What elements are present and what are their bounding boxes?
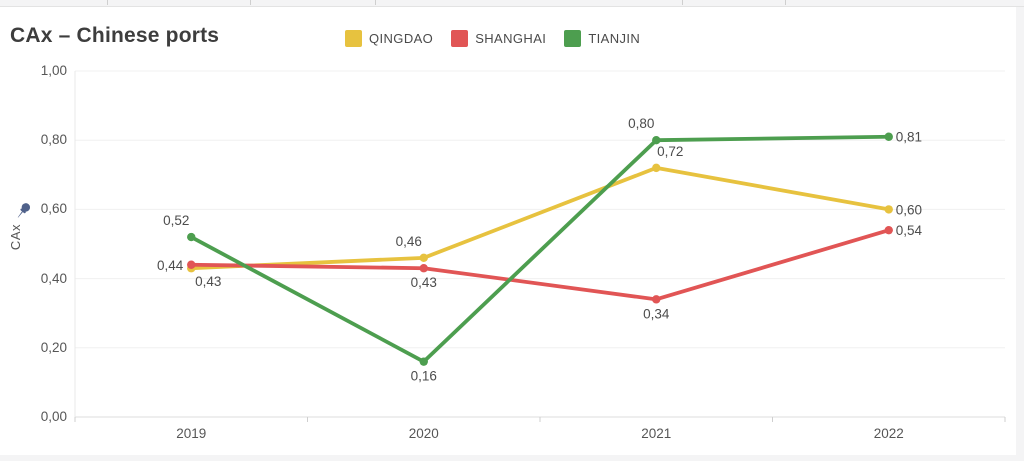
data-point-tianjin-2019[interactable] xyxy=(187,232,196,242)
x-tick-label: 2020 xyxy=(409,426,439,441)
y-tick-label: 0,80 xyxy=(40,132,67,148)
legend-swatch xyxy=(451,30,469,47)
data-point-tianjin-2022[interactable] xyxy=(884,132,893,141)
chart-area[interactable]: 2019 2020 2021 2022 0,43 0,46 0,72 0,60 0,44 0,43… xyxy=(41,63,1006,441)
data-point-tianjin-2021[interactable] xyxy=(652,136,661,145)
data-point-label: 0,52 xyxy=(163,213,189,228)
data-point-label: 0,43 xyxy=(195,274,221,289)
y-tick-label: 0,00 xyxy=(40,409,67,424)
y-axis-title: CAx xyxy=(8,224,23,251)
legend-label: QINGDAO xyxy=(369,31,434,46)
data-point-label: 0,46 xyxy=(396,234,422,249)
data-point-qingdao-2022[interactable] xyxy=(884,205,893,214)
legend-item-tianjin[interactable]: TIANJIN xyxy=(564,30,640,47)
legend-label: SHANGHAI xyxy=(475,31,547,46)
data-point-label: 0,54 xyxy=(896,223,923,238)
legend-item-qingdao[interactable]: QINGDAO xyxy=(345,30,433,47)
legend-swatch xyxy=(564,30,582,47)
data-point-shanghai-2022[interactable] xyxy=(884,225,893,235)
y-tick-label: 1,00 xyxy=(40,63,67,78)
data-point-label: 0,34 xyxy=(643,306,670,321)
data-point-shanghai-2020[interactable] xyxy=(419,264,428,273)
table-column-divider xyxy=(682,0,683,5)
data-point-label: 0,72 xyxy=(657,144,683,159)
y-tick-label: 0,20 xyxy=(40,339,67,355)
x-tick-label: 2022 xyxy=(874,426,904,441)
data-point-shanghai-2019[interactable] xyxy=(187,260,196,269)
series-line-qingdao[interactable] xyxy=(189,165,891,271)
legend: QINGDAO SHANGHAI TIANJIN xyxy=(345,30,640,47)
data-point-label: 0,81 xyxy=(896,130,922,145)
table-column-divider xyxy=(250,0,251,5)
series-line-shanghai[interactable] xyxy=(189,228,891,302)
legend-item-shanghai[interactable]: SHANGHAI xyxy=(451,30,546,47)
y-tick-label: 0,60 xyxy=(40,201,67,217)
chart-title: CAx – Chinese ports xyxy=(10,24,220,47)
data-point-label: 0,60 xyxy=(896,202,922,217)
cropped-table-strip xyxy=(0,0,1024,7)
data-point-label: 0,80 xyxy=(628,116,654,131)
data-point-qingdao-2020[interactable] xyxy=(419,253,428,263)
legend-swatch xyxy=(345,30,362,47)
table-column-divider xyxy=(785,0,786,5)
series-line-tianjin[interactable] xyxy=(189,134,891,364)
data-point-label: 0,43 xyxy=(411,275,437,290)
data-point-shanghai-2021[interactable] xyxy=(652,295,661,304)
pin-icon[interactable] xyxy=(12,200,34,222)
data-point-qingdao-2021[interactable] xyxy=(652,163,661,173)
x-tick-label: 2021 xyxy=(641,426,671,441)
legend-label: TIANJIN xyxy=(588,31,641,46)
data-point-label: 0,16 xyxy=(411,369,437,384)
table-column-divider xyxy=(107,0,108,5)
data-point-label: 0,44 xyxy=(157,258,184,273)
y-tick-label: 0,40 xyxy=(40,270,67,286)
chart-card xyxy=(0,7,1016,455)
data-point-tianjin-2020[interactable] xyxy=(419,357,428,366)
x-tick-label: 2019 xyxy=(176,426,206,441)
table-column-divider xyxy=(375,0,376,5)
